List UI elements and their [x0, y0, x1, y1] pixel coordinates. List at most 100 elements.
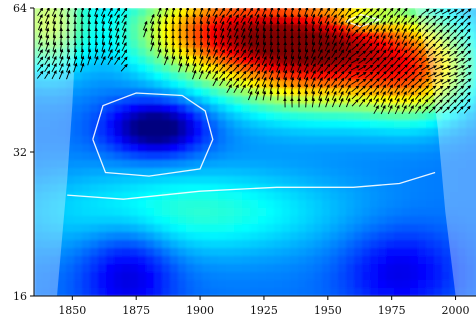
- heatmap-cell: [418, 112, 427, 121]
- heatmap-cell: [210, 168, 219, 177]
- heatmap-cell: [98, 120, 107, 129]
- heatmap-cell: [226, 104, 235, 113]
- x-tick-label: 1850: [58, 304, 86, 317]
- heatmap-cell: [34, 288, 43, 296]
- heatmap-cell: [306, 192, 315, 201]
- heatmap-cell: [314, 256, 323, 265]
- heatmap-cell: [50, 224, 59, 233]
- heatmap-cell: [234, 240, 243, 249]
- phase-arrow: [212, 8, 218, 17]
- heatmap-cell: [474, 152, 476, 161]
- heatmap-cell: [458, 16, 467, 25]
- x-tick-label: 1900: [186, 304, 214, 317]
- heatmap-cell: [266, 56, 275, 65]
- heatmap-cell: [402, 248, 411, 257]
- heatmap-cell: [234, 160, 243, 169]
- heatmap-cell: [306, 48, 315, 57]
- heatmap-cell: [98, 152, 107, 161]
- heatmap-cell: [146, 40, 155, 49]
- phase-arrow: [442, 43, 451, 51]
- heatmap-cell: [418, 192, 427, 201]
- heatmap-cell: [114, 104, 123, 113]
- heatmap-cell: [442, 24, 451, 33]
- heatmap-cell: [314, 176, 323, 185]
- heatmap-cell: [138, 280, 147, 289]
- phase-arrow: [449, 22, 458, 30]
- heatmap-cell: [58, 144, 67, 153]
- heatmap-cell: [434, 192, 443, 201]
- phase-arrow: [254, 48, 260, 59]
- heatmap-cell: [386, 216, 395, 225]
- heatmap-cell: [130, 80, 139, 89]
- heatmap-cell: [66, 288, 75, 296]
- phase-arrow: [233, 77, 240, 86]
- heatmap-cell: [42, 272, 51, 281]
- phase-arrow: [240, 8, 247, 16]
- phase-arrow: [414, 50, 423, 58]
- heatmap-cell: [122, 88, 131, 97]
- phase-arrow: [212, 13, 218, 24]
- heatmap-cell: [146, 32, 155, 41]
- heatmap-cell: [266, 256, 275, 265]
- heatmap-cell: [234, 136, 243, 145]
- heatmap-cell: [362, 272, 371, 281]
- heatmap-cell: [98, 256, 107, 265]
- heatmap-cell: [274, 256, 283, 265]
- heatmap-cell: [426, 120, 435, 129]
- phase-arrow: [379, 64, 387, 72]
- heatmap-cell: [194, 240, 203, 249]
- phase-arrow: [338, 34, 344, 45]
- heatmap-cell: [394, 160, 403, 169]
- heatmap-cell: [282, 96, 291, 105]
- heatmap-cell: [346, 112, 355, 121]
- heatmap-cell: [410, 24, 419, 33]
- heatmap-cell: [370, 248, 379, 257]
- heatmap-cell: [138, 144, 147, 153]
- phase-arrow: [338, 77, 345, 86]
- heatmap-cell: [42, 192, 51, 201]
- heatmap-cell: [178, 200, 187, 209]
- heatmap-cell: [98, 8, 107, 17]
- heatmap-cell: [66, 104, 75, 113]
- heatmap-cell: [386, 200, 395, 209]
- heatmap-cell: [154, 72, 163, 81]
- heatmap-cell: [162, 16, 171, 25]
- heatmap-cell: [218, 224, 227, 233]
- heatmap-cell: [290, 32, 299, 41]
- heatmap-cell: [322, 208, 331, 217]
- heatmap-cell: [306, 8, 315, 17]
- heatmap-cell: [466, 240, 475, 249]
- heatmap-cell: [106, 160, 115, 169]
- heatmap-cell: [306, 80, 315, 89]
- phase-arrow: [44, 56, 50, 66]
- heatmap-cell: [138, 160, 147, 169]
- heatmap-cell: [66, 224, 75, 233]
- heatmap-cell: [122, 256, 131, 265]
- heatmap-cell: [378, 80, 387, 89]
- heatmap-cell: [66, 120, 75, 129]
- heatmap-cell: [442, 56, 451, 65]
- heatmap-cell: [378, 192, 387, 201]
- heatmap-cell: [314, 120, 323, 129]
- heatmap-cell: [146, 96, 155, 105]
- heatmap-cell: [458, 80, 467, 89]
- heatmap-cell: [34, 80, 43, 89]
- heatmap-cell: [154, 144, 163, 153]
- heatmap-cell: [162, 128, 171, 137]
- cone-of-influence-right: [414, 8, 476, 296]
- heatmap-cell: [306, 112, 315, 121]
- heatmap-cell: [66, 88, 75, 97]
- heatmap-cell: [98, 72, 107, 81]
- heatmap-cell: [162, 64, 171, 73]
- heatmap-cell: [290, 48, 299, 57]
- heatmap-cell: [98, 288, 107, 296]
- heatmap-cell: [250, 288, 259, 296]
- phase-arrow: [310, 55, 316, 66]
- heatmap-cell: [306, 24, 315, 33]
- heatmap-cell: [122, 248, 131, 257]
- heatmap-cell: [250, 176, 259, 185]
- heatmap-cell: [426, 200, 435, 209]
- heatmap-cell: [322, 152, 331, 161]
- phase-arrow: [331, 90, 337, 101]
